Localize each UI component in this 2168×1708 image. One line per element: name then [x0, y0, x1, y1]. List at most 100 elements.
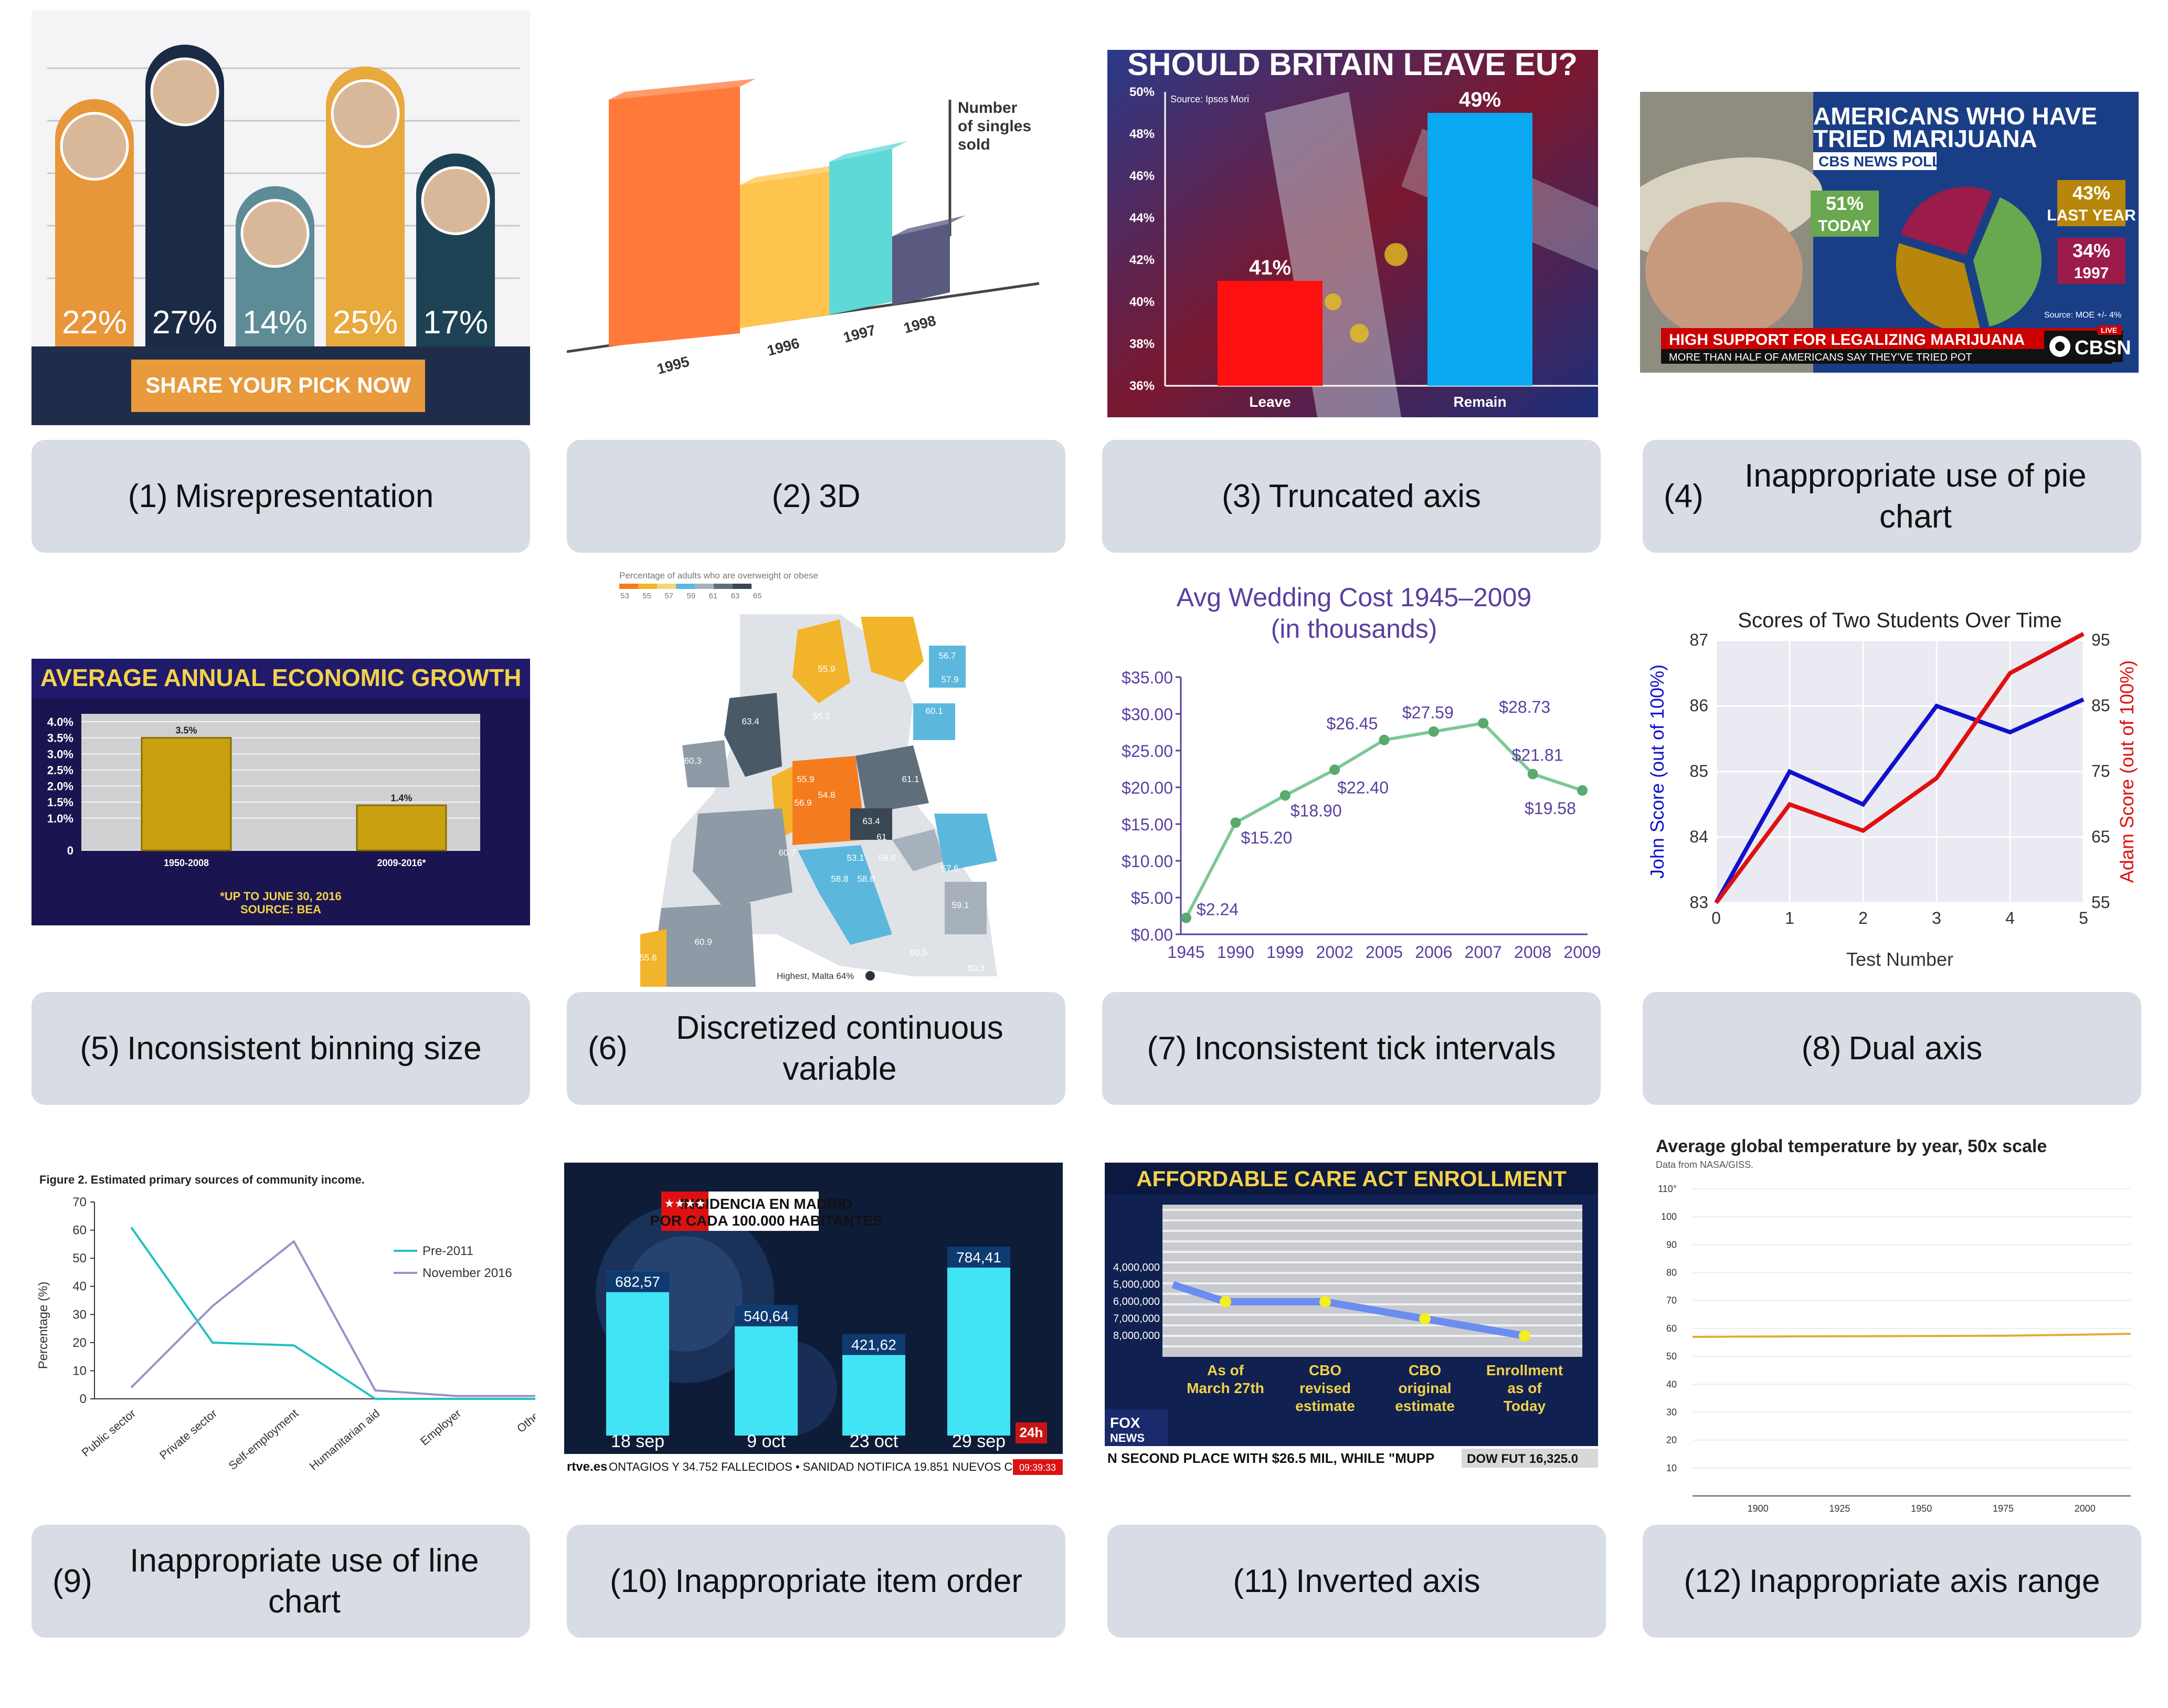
- chart-truncated-axis: SHOULD BRITAIN LEAVE EU? Source: Ipsos M…: [1107, 50, 1598, 417]
- data-label: $27.59: [1402, 703, 1454, 722]
- chart-2-svg: 1995 1996 1997 1998 Number of singles sold: [567, 79, 1040, 377]
- p11-logo: FOX: [1110, 1415, 1140, 1431]
- candidate-avatar: [240, 199, 310, 268]
- candidate-avatar: [150, 57, 219, 126]
- pie-label-box: [2057, 180, 2125, 226]
- p10-title-1: INCIDENCIA EN MADRID: [680, 1196, 853, 1212]
- series-line: [1714, 631, 2085, 904]
- caption-11: (11) Inverted axis: [1107, 1525, 1606, 1638]
- region-label: 60.3: [967, 963, 985, 973]
- bar-3d-top: [609, 79, 756, 100]
- legend-swatch: [714, 584, 733, 589]
- y-tick: 44%: [1129, 211, 1155, 225]
- y-tick: 42%: [1129, 253, 1155, 267]
- bar: [356, 804, 447, 851]
- bar-label: 540,64: [744, 1308, 789, 1324]
- y-tick: 60: [72, 1224, 87, 1238]
- chart-8-svg: Scores of Two Students Over Time 0 1 2 3 4 5 8…: [1637, 604, 2141, 982]
- data-point: [1527, 768, 1538, 779]
- region-label: 60.3: [684, 756, 701, 766]
- pie-slice: [1973, 197, 2042, 327]
- share-pick-button[interactable]: [131, 360, 425, 412]
- data-label: $28.73: [1499, 698, 1550, 716]
- legend-tick: 57: [664, 592, 673, 600]
- p4-subtitle: CBS NEWS POLL: [1818, 153, 1941, 170]
- caption-10: (10) Inappropriate item order: [567, 1525, 1065, 1638]
- pie-value: 34%: [2072, 240, 2110, 261]
- p6-title: Percentage of adults who are overweight …: [619, 571, 818, 581]
- x-tick: 2002: [1316, 943, 1353, 962]
- data-point: [1478, 718, 1489, 729]
- p8-title: Scores of Two Students Over Time: [1738, 609, 2061, 632]
- x-tick: 1975: [1993, 1503, 2014, 1514]
- y-tick: 20: [1666, 1435, 1677, 1446]
- bar-label: 22%: [62, 304, 127, 341]
- data-label: $26.45: [1327, 714, 1378, 733]
- bar: [141, 737, 232, 851]
- x-tick: 1925: [1829, 1503, 1850, 1514]
- y-tick: 46%: [1129, 169, 1155, 183]
- pie-label: 1997: [2074, 265, 2109, 282]
- bar-label: 784,41: [956, 1249, 1001, 1266]
- data-label: $2.24: [1197, 900, 1239, 919]
- p11-ticker-2: DOW FUT 16,325.0: [1467, 1452, 1578, 1466]
- bar: [1218, 281, 1323, 386]
- series-line: [130, 1227, 535, 1400]
- p8-ylabel-right: Adam Score (out of 100%): [2116, 660, 2138, 883]
- legend-tick: 63: [731, 592, 740, 600]
- y-tick: 2.5%: [47, 764, 73, 777]
- y-tick: 40: [72, 1280, 87, 1294]
- x-tick: Today: [1504, 1398, 1546, 1414]
- chart-binning: AVERAGE ANNUAL ECONOMIC GROWTH 0 1.0% 1.5%…: [31, 659, 530, 925]
- bar-label-bg: [947, 1247, 1010, 1268]
- bar-label-bg: [842, 1334, 905, 1355]
- p10-ticker: ONTAGIOS Y 34.752 FALLECIDOS • SANIDAD N…: [609, 1460, 1053, 1473]
- caption-6: (6) Discretized continuous variable: [567, 992, 1065, 1105]
- caption-8: (8) Dual axis: [1643, 992, 2141, 1105]
- y-tick: 70: [1666, 1295, 1677, 1306]
- p10-title-2: POR CADA 100.000 HABITANTES: [650, 1213, 882, 1229]
- x-tick: estimate: [1295, 1398, 1355, 1414]
- p4-network: CBSN: [2075, 337, 2131, 359]
- region-label: 56.9: [794, 798, 811, 808]
- y-tick: 40: [1666, 1379, 1677, 1389]
- y-tick: 8,000,000: [1113, 1330, 1160, 1342]
- region-label: 55.2: [925, 622, 943, 632]
- series-line: [130, 1239, 535, 1397]
- p5-note-2: SOURCE: BEA: [240, 903, 321, 916]
- bar-label: 49%: [1459, 88, 1501, 111]
- caption-5: (5) Inconsistent binning size: [31, 992, 530, 1105]
- p6-highest: Highest, Malta 64%: [777, 971, 854, 981]
- region-label: 60.7: [778, 848, 796, 858]
- region-label: 54.8: [818, 790, 835, 800]
- y-tick-right: 85: [2091, 696, 2110, 715]
- y-tick: 100: [1661, 1211, 1677, 1222]
- p5-title: AVERAGE ANNUAL ECONOMIC GROWTH: [40, 664, 522, 691]
- singles-note-2: of singles: [958, 118, 1031, 135]
- data-point: [1379, 734, 1390, 745]
- series-line: [1714, 697, 2085, 904]
- candidate-avatar: [60, 112, 129, 181]
- x-tick: 3: [1932, 909, 1941, 927]
- y-tick: 110°: [1658, 1184, 1677, 1194]
- p4-banner: HIGH SUPPORT FOR LEGALIZING MARIJUANA: [1669, 331, 2025, 349]
- y-tick-right: 75: [2091, 762, 2110, 781]
- caption-1: (1) Misrepresentation: [31, 440, 530, 553]
- chart-pie: AMERICANS WHO HAVE TRIED MARIJUANA CBS N…: [1640, 92, 2139, 373]
- pie-label: LAST YEAR: [2047, 207, 2136, 224]
- y-tick: 4.0%: [47, 715, 73, 729]
- bar-3d-top: [829, 141, 908, 162]
- chart-3-svg: SHOULD BRITAIN LEAVE EU? Source: Ipsos M…: [1107, 50, 1598, 417]
- p7-title: Avg Wedding Cost 1945–2009: [1177, 583, 1531, 612]
- chart-discretized-map: Percentage of adults who are overweight …: [619, 567, 1018, 987]
- bar-label: 41%: [1249, 256, 1291, 279]
- region-label: 60.9: [694, 937, 712, 947]
- legend-swatch: [657, 584, 676, 589]
- bar-3d: [829, 149, 892, 315]
- legend-label: Pre-2011: [422, 1244, 473, 1258]
- region-label: 60.1: [925, 706, 943, 716]
- y-tick: 60: [1666, 1323, 1677, 1334]
- bar-label: 421,62: [851, 1337, 896, 1353]
- y-tick: $5.00: [1131, 889, 1173, 908]
- p4-banner-sub: MORE THAN HALF OF AMERICANS SAY THEY'VE …: [1669, 352, 1972, 363]
